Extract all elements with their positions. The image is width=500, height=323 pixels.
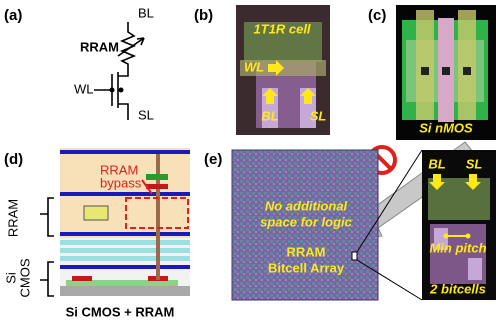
panel-b: (b) 1T1R cell WL BL SL (194, 5, 330, 135)
sl-label: SL (138, 107, 154, 122)
wl-label: WL (74, 81, 94, 96)
array-label: RRAM (287, 244, 326, 259)
gate (72, 276, 92, 281)
cell-title: 1T1R cell (253, 21, 310, 36)
caption: Si nMOS (419, 120, 473, 135)
metal-layer (60, 232, 190, 236)
metal-layer (60, 256, 190, 261)
contact (442, 67, 450, 75)
pitch-end (466, 234, 471, 239)
gate-wire (94, 74, 112, 106)
rram-label: RRAM (80, 39, 119, 54)
metal-layer (60, 192, 190, 196)
note: space for logic (260, 214, 353, 229)
note: No additional (265, 198, 348, 213)
contact (421, 67, 429, 75)
caption: Si CMOS + RRAM (66, 304, 175, 319)
panel-label: (e) (204, 151, 222, 168)
contact (463, 67, 471, 75)
panel-label: (a) (4, 7, 22, 24)
panel-label: (b) (194, 7, 213, 24)
rram-device (84, 206, 108, 220)
metal-layer (60, 240, 190, 245)
contact-strip (458, 10, 476, 120)
sl-label: SL (466, 156, 483, 171)
layout-layer (468, 258, 482, 280)
bl-label: BL (428, 156, 445, 171)
inset-caption: 2 bitcells (429, 281, 486, 296)
metal-layer (60, 150, 190, 154)
sl-label: SL (310, 108, 327, 123)
rram-device (146, 174, 168, 180)
cmos-side-label: CMOS (17, 258, 32, 297)
array-label: Bitcell Array (268, 260, 345, 275)
figure: (a) BL RRAM WL SL (b) 1T1R cell WL BL SL… (0, 0, 500, 323)
node-dot (119, 88, 124, 93)
metal-layer (60, 248, 190, 253)
bracket (40, 198, 54, 236)
circuit-wire (118, 22, 134, 120)
rram-device (146, 184, 168, 189)
panel-label: (d) (4, 151, 23, 168)
via-stack (156, 154, 160, 280)
bl-label: BL (261, 108, 278, 123)
wl-label: WL (244, 59, 264, 74)
bl-label: BL (138, 5, 154, 20)
panel-a: (a) BL RRAM WL SL (4, 5, 154, 122)
panel-e: (e) No additional space for logic RRAM B… (204, 150, 496, 300)
bracket (40, 262, 54, 296)
zoom-box (352, 252, 357, 260)
panel-d: (d) RRAM bypass RRAM Si CMOS Si CMOS + R… (3, 148, 190, 319)
cmos-side-label: Si (3, 272, 18, 284)
rram-side-label: RRAM (5, 199, 20, 237)
panel-c: (c) Si nMOS (368, 5, 496, 140)
bypass-label: bypass (100, 175, 142, 190)
pitch-label: Min pitch (429, 240, 486, 255)
node-dot (110, 88, 115, 93)
pitch-end (444, 234, 449, 239)
metal-layer (60, 265, 190, 269)
contact-strip (416, 10, 434, 120)
panel-label: (c) (368, 7, 386, 24)
substrate (60, 286, 190, 296)
